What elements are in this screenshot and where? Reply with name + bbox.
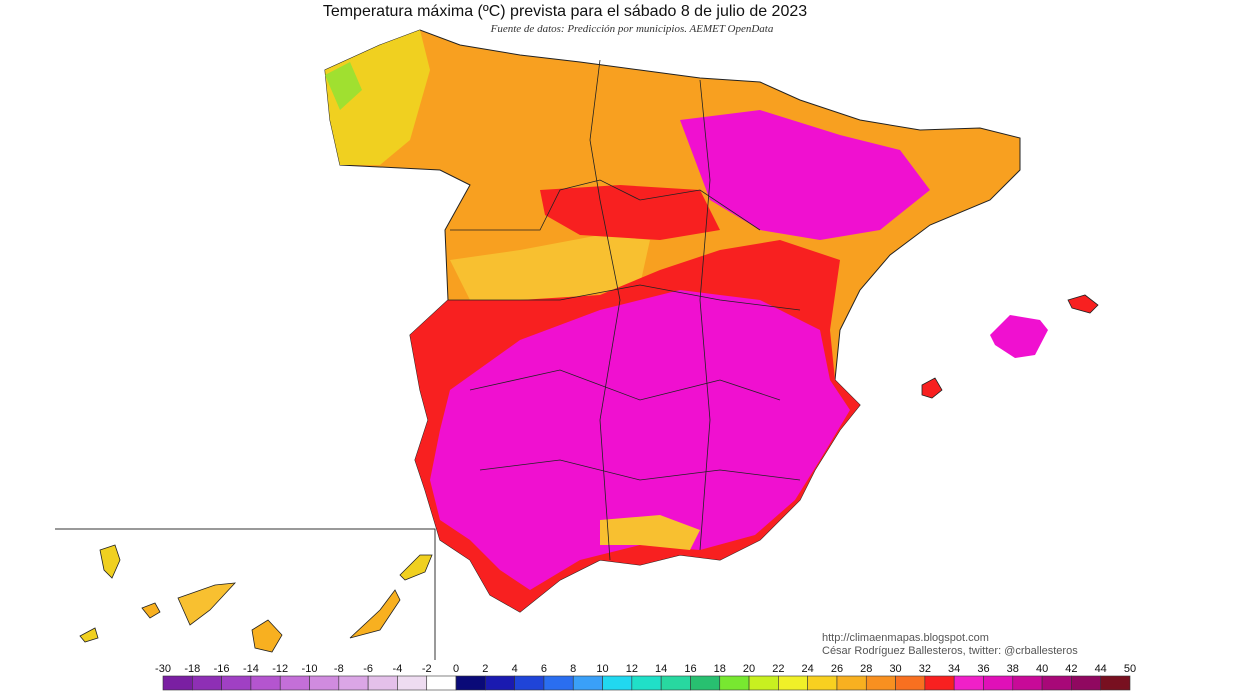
legend-swatch: [250, 675, 281, 691]
canary-inset: [55, 528, 436, 660]
legend-tick-label: 8: [570, 663, 576, 675]
legend-tick-label: 12: [626, 663, 638, 675]
legend-tick-label: 26: [831, 663, 843, 675]
legend-tick-label: -10: [302, 663, 318, 675]
legend-swatch: [719, 675, 750, 691]
legend-tick-label: 6: [541, 663, 547, 675]
legend-tick-label: 20: [743, 663, 755, 675]
legend-swatch: [455, 675, 486, 691]
legend-swatch: [1100, 675, 1131, 691]
legend-swatch: [367, 675, 398, 691]
legend-tick-label: 36: [977, 663, 989, 675]
title: Temperatura máxima (ºC) prevista para el…: [323, 3, 807, 20]
legend-swatch: [514, 675, 545, 691]
legend-swatch: [602, 675, 633, 691]
legend-tick-label: 0: [453, 663, 459, 675]
legend-tick-label: 24: [802, 663, 814, 675]
credit: César Rodríguez Ballesteros, twitter: @c…: [822, 645, 1078, 657]
legend-swatch: [192, 675, 222, 691]
legend-tick-label: 10: [596, 663, 608, 675]
legend-swatch: [397, 675, 428, 691]
legend-tick-label: 22: [772, 663, 784, 675]
legend-swatch: [543, 675, 574, 691]
legend-tick-label: -4: [393, 663, 403, 675]
legend-tick-label: -6: [363, 663, 373, 675]
spain-map: [324, 29, 1099, 613]
legend-tick-label: -8: [334, 663, 344, 675]
legend-tick-label: 16: [684, 663, 696, 675]
legend-tick-label: 44: [1095, 663, 1107, 675]
legend-tick-label: 34: [948, 663, 960, 675]
legend-swatch: [1012, 675, 1043, 691]
legend-swatch: [778, 675, 808, 691]
legend-swatch: [485, 675, 515, 691]
legend-tick-label: 14: [655, 663, 667, 675]
legend-swatch: [924, 675, 955, 691]
legend-swatch: [221, 675, 252, 691]
legend-tick-label: 30: [889, 663, 901, 675]
legend-swatch: [690, 675, 721, 691]
legend-swatch: [660, 675, 691, 691]
legend-tick-label: 2: [482, 663, 488, 675]
legend-tick-label: 40: [1036, 663, 1048, 675]
legend-tick-label: -30: [155, 663, 171, 675]
legend-tick-label: 4: [512, 663, 518, 675]
legend-swatch: [572, 675, 603, 691]
legend-tick-label: -2: [422, 663, 432, 675]
legend-swatch: [895, 675, 926, 691]
legend-swatch: [748, 675, 779, 691]
legend-swatch: [338, 675, 369, 691]
legend-swatch: [1071, 675, 1101, 691]
legend-swatch: [865, 675, 896, 691]
legend-swatch: [426, 675, 457, 691]
legend-swatch: [953, 675, 984, 691]
legend-tick-label: 18: [714, 663, 726, 675]
legend-tick-label: -14: [243, 663, 259, 675]
legend-swatch: [836, 675, 867, 691]
legend-swatch: [162, 675, 193, 691]
legend-tick-label: 32: [919, 663, 931, 675]
legend-swatch: [279, 675, 310, 691]
legend-swatch: [983, 675, 1014, 691]
legend-tick-label: -16: [214, 663, 230, 675]
legend-tick-label: -18: [184, 663, 200, 675]
legend-swatch: [1041, 675, 1072, 691]
subtitle: Fuente de datos: Predicción por municipi…: [490, 23, 774, 35]
legend-swatch: [309, 675, 340, 691]
legend-tick-label: 28: [860, 663, 872, 675]
legend-tick-label: 38: [1007, 663, 1019, 675]
legend: -30 -18 -16 -14 -12 -10 -8 -6 -4 -2 0 2 4 6 8 10 12 14 16 1…: [155, 663, 1136, 691]
legend-tick-label: 42: [1065, 663, 1077, 675]
credit: http://climaenmapas.blogspot.com: [822, 632, 989, 644]
legend-tick-label: -12: [272, 663, 288, 675]
legend-swatch: [631, 675, 662, 691]
legend-swatch: [807, 675, 838, 691]
legend-tick-label: 50: [1124, 663, 1136, 675]
